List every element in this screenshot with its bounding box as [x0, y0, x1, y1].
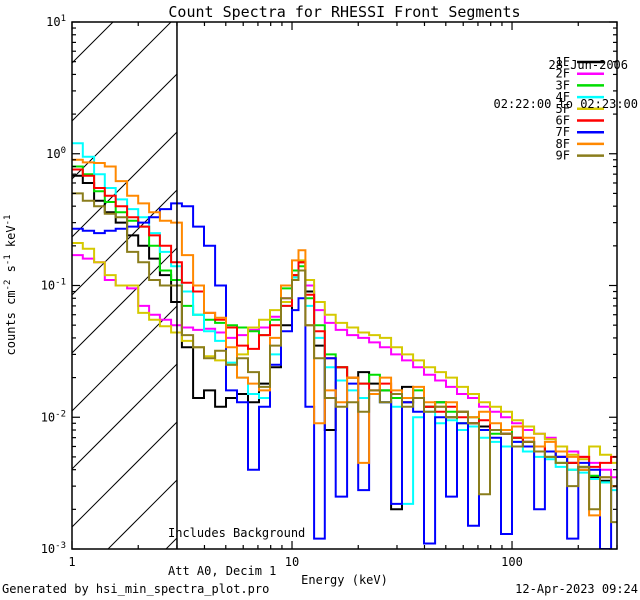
hatched-low-energy-region [72, 22, 178, 549]
legend-label-1F: 1F [556, 55, 570, 69]
legend-label-5F: 5F [556, 102, 570, 116]
y-tick-label-10e0: 100 [46, 146, 66, 161]
y-tick-label-10e-1: 10-1 [41, 278, 66, 293]
legend-label-6F: 6F [556, 114, 570, 128]
series-line-4F [72, 142, 617, 505]
x-tick-label-10: 10 [285, 555, 299, 569]
observation-time-range: 02:22:00 to 02:23:00 [493, 97, 639, 111]
annotation-background: Includes Background [168, 526, 306, 540]
legend-label-4F: 4F [556, 90, 570, 104]
series-line-7F [72, 202, 617, 549]
y-tick-label-10e1: 101 [46, 14, 66, 29]
x-tick-label-100: 100 [501, 555, 523, 569]
page-title: Count Spectra for RHESSI Front Segments [168, 3, 521, 21]
series-line-9F [72, 192, 617, 524]
observation-header: 28-Jun-2006 02:22:00 to 02:23:00 [494, 33, 639, 124]
axis-ticks [71, 21, 618, 550]
y-tick-labels: 101 100 10-1 10-2 10-3 [41, 14, 66, 556]
x-tick-labels: 1 10 100 [68, 555, 522, 569]
legend-label-3F: 3F [556, 78, 570, 92]
footer-timestamp: 12-Apr-2023 09:24 [515, 582, 638, 596]
annotation-attenuator: Att A0, Decim 1 [168, 563, 277, 578]
series-line-8F [72, 158, 617, 517]
legend-label-8F: 8F [556, 137, 570, 151]
spectra-curves [72, 142, 617, 549]
legend-label-7F: 7F [556, 125, 570, 139]
observation-date: 28-Jun-2006 [548, 58, 628, 72]
series-line-2F [72, 254, 617, 479]
y-tick-label-10e-2: 10-2 [41, 409, 66, 424]
footer-generated-by: Generated by hsi_min_spectra_plot.pro [2, 582, 270, 596]
plot-annotations: Includes Background Att A0, Decim 1 [168, 502, 305, 590]
y-tick-label-10e-3: 10-3 [41, 541, 66, 556]
legend-label-9F: 9F [556, 149, 570, 163]
series-line-1F [72, 174, 617, 511]
series-line-3F [72, 165, 617, 488]
y-axis-title: counts cm-2 s-1 keV-1 [3, 215, 18, 356]
series-line-6F [72, 168, 617, 468]
series-line-5F [72, 242, 617, 464]
x-tick-label-1: 1 [68, 555, 75, 569]
legend-label-2F: 2F [556, 67, 570, 81]
x-axis-title: Energy (keV) [301, 573, 388, 587]
